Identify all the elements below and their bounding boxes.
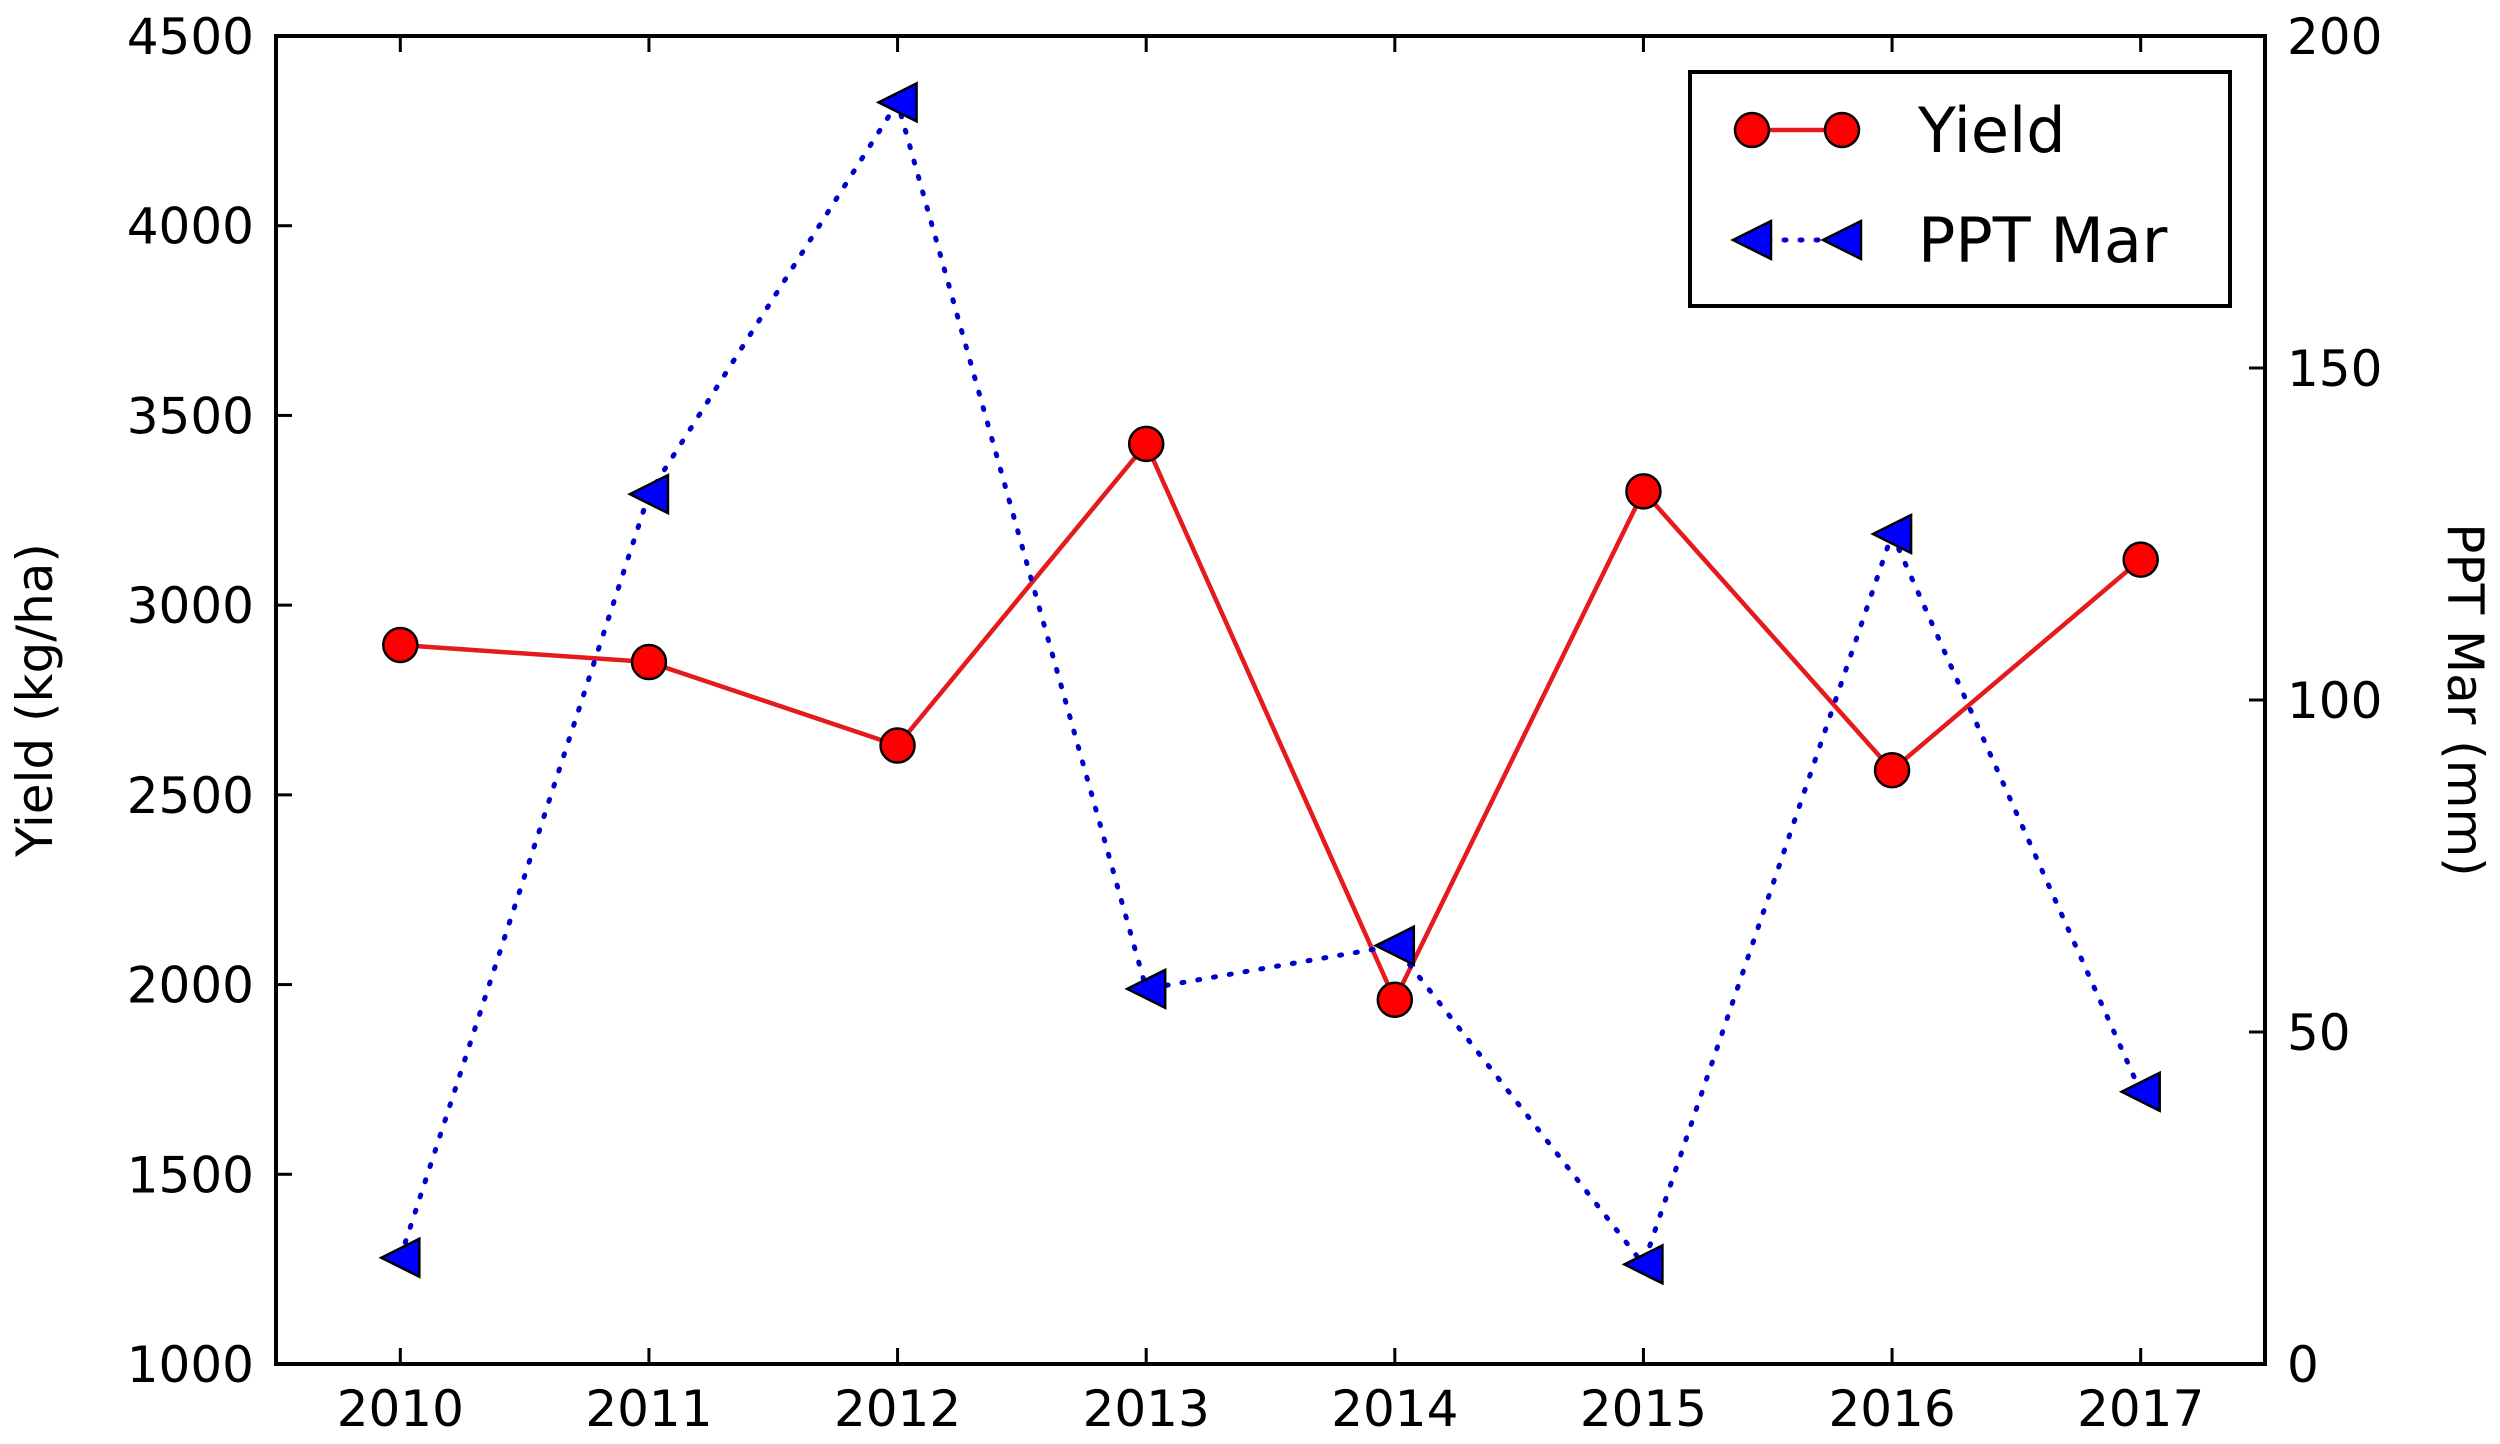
legend-marker	[1820, 218, 1863, 262]
y-left-tick-label: 3500	[127, 387, 254, 445]
plot-series	[378, 81, 2161, 1286]
y-left-tick-label: 2000	[127, 957, 254, 1015]
y-left-tick-label: 1500	[127, 1146, 254, 1204]
y-axis-left-title: Yield (kg/ha)	[6, 543, 64, 858]
x-tick-label: 2012	[834, 1380, 961, 1438]
x-tick-label: 2014	[1331, 1380, 1458, 1438]
data-point-yield	[1127, 425, 1165, 463]
y-right-tick-label: 150	[2287, 340, 2382, 398]
data-point-yield	[1625, 473, 1662, 510]
data-point-ppt-mar	[1870, 512, 1913, 556]
data-point-ppt-mar	[1124, 967, 1167, 1010]
x-tick-label: 2015	[1580, 1380, 1707, 1438]
y-axis-right-title: PPT Mar (mm)	[2436, 523, 2494, 876]
y-right-tick-label: 50	[2287, 1004, 2351, 1062]
legend-label-yield: Yield	[1917, 94, 2066, 167]
legend-marker	[1823, 111, 1861, 149]
data-point-ppt-mar	[875, 81, 918, 124]
y-right-tick-label: 100	[2287, 672, 2382, 730]
x-tick-label: 2013	[1083, 1380, 1210, 1438]
x-tick-label: 2011	[585, 1380, 712, 1438]
legend-entry-yield	[1733, 111, 1861, 149]
series-line-yield	[400, 439, 2143, 1006]
y-left-tick-label: 1000	[127, 1336, 254, 1394]
series-line-ppt-mar	[397, 96, 2144, 1270]
data-point-yield	[879, 727, 916, 764]
y-axis-left: 1000 1500 2000 2500 3000 3500 4000 4500	[127, 8, 292, 1394]
data-point-ppt-mar	[378, 1236, 421, 1279]
x-tick-label: 2010	[337, 1380, 464, 1438]
data-point-yield	[382, 626, 419, 664]
data-point-yield	[1376, 981, 1414, 1018]
data-point-ppt-mar	[2118, 1070, 2161, 1113]
y-left-tick-label: 4500	[127, 8, 254, 66]
plot-frame	[274, 34, 2267, 1366]
data-point-ppt-mar	[627, 473, 670, 516]
legend-marker	[1733, 111, 1771, 149]
legend-box	[1688, 70, 2232, 308]
data-point-yield	[2122, 541, 2159, 578]
data-point-yield	[1873, 751, 1911, 789]
legend-marker	[1730, 218, 1773, 262]
data-point-yield	[630, 643, 668, 681]
legend-label-ppt-mar: PPT Mar	[1918, 204, 2168, 277]
y-left-tick-label: 3000	[127, 577, 254, 635]
legend-entry-ppt-mar	[1730, 218, 1863, 262]
y-right-tick-label: 200	[2287, 8, 2382, 66]
data-point-ppt-mar	[1373, 924, 1416, 967]
y-left-tick-label: 2500	[127, 767, 254, 825]
legend: Yield PPT Mar	[1688, 70, 2232, 308]
data-point-ppt-mar	[1621, 1243, 1664, 1286]
x-axis: 2010 2011 2012 2013 2014 2015 2016 2017	[337, 36, 2204, 1438]
y-axis-right: 0 50 100 150 200	[2249, 8, 2382, 1394]
y-right-tick-label: 0	[2287, 1336, 2319, 1394]
x-tick-label: 2016	[1828, 1380, 1955, 1438]
y-left-tick-label: 4000	[127, 198, 254, 256]
x-tick-label: 2017	[2077, 1380, 2204, 1438]
